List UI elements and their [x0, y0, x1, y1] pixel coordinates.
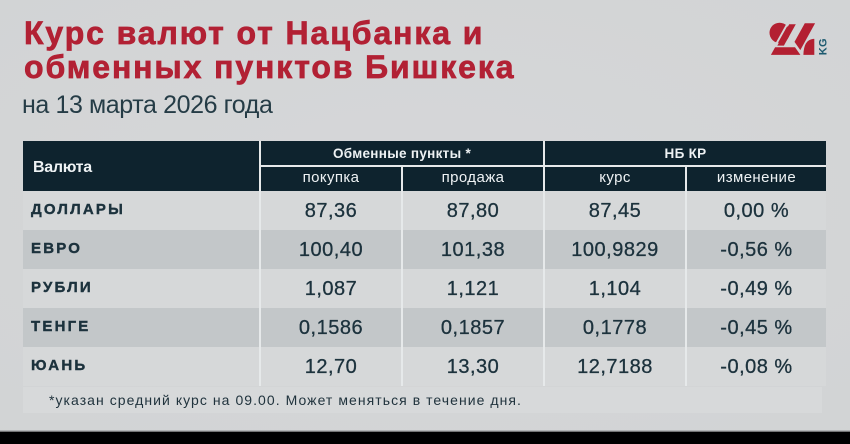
svg-text:KG: KG: [817, 38, 829, 55]
